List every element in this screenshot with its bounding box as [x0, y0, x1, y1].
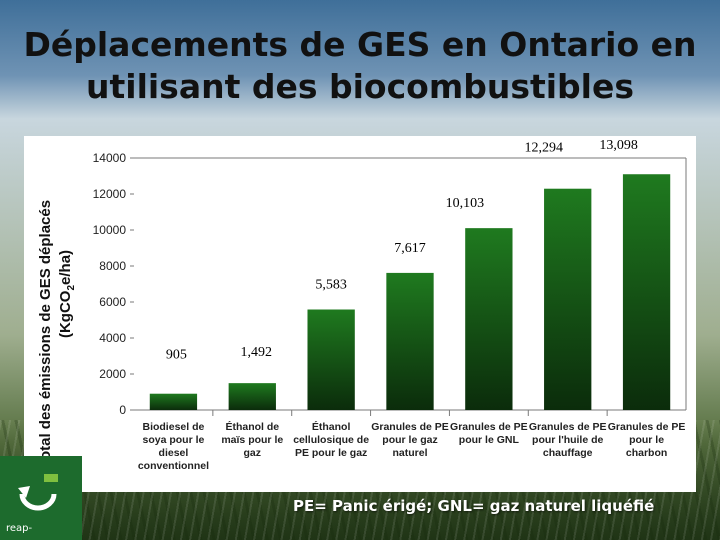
- category-label: Granules de PE pour l'huile de chauffage: [529, 421, 607, 459]
- category-label: Éthanol de maïs pour le gaz: [221, 420, 283, 459]
- data-label: 7,617: [394, 241, 426, 256]
- reap-logo: reap-: [0, 456, 82, 540]
- y-axis-label-line-1: Total des émissions de GES déplacés: [37, 200, 54, 468]
- data-label: 905: [166, 348, 187, 363]
- data-label-box: [159, 343, 194, 364]
- slide-title: Déplacements de GES en Ontario en utilis…: [20, 24, 700, 108]
- bar-chart: 0 2000 4000 6000 8000 10000 12000 14000 Total d…: [37, 136, 687, 472]
- y-tick-label: 6000: [99, 295, 126, 309]
- data-label-box: [306, 273, 357, 294]
- category-label: Granules de PE pour le GNL: [450, 421, 528, 446]
- bar: [465, 228, 513, 410]
- y-tick-label: 8000: [99, 259, 126, 273]
- category-label: Granules de PE pour le charbon: [608, 421, 686, 459]
- category-label: Éthanol cellulosique de PE pour le gaz: [293, 420, 369, 459]
- chart-labels: Total des émissions de GES déplacés (KgCO…: [37, 136, 685, 472]
- data-label: 10,103: [446, 196, 485, 211]
- y-tick-label: 2000: [99, 367, 126, 381]
- chart-panel: 0 2000 4000 6000 8000 10000 12000 14000 Total d…: [24, 136, 696, 492]
- data-label-box: [385, 236, 435, 257]
- bar: [622, 174, 671, 410]
- bar: [149, 393, 198, 410]
- recycle-arrow-icon: [18, 474, 58, 511]
- data-label: 1,492: [241, 345, 273, 360]
- y-axis-label-line-2: (KgCO2e/ha): [57, 250, 77, 338]
- data-label: 13,098: [599, 138, 638, 153]
- y-tick-label: 12000: [93, 187, 127, 201]
- data-label: 12,294: [524, 141, 563, 156]
- y-tick-label: 14000: [93, 151, 127, 165]
- chart-bars: [149, 174, 671, 410]
- y-tick-label: 4000: [99, 331, 126, 345]
- data-label-box: [589, 136, 648, 155]
- logo-text: reap-: [6, 523, 33, 534]
- footnote: PE= Panic érigé; GNL= gaz naturel liquéf…: [293, 497, 655, 515]
- title-line-2: utilisant des biocombustibles: [85, 67, 635, 106]
- category-label: Granules de PE pour le gaz naturel: [371, 421, 449, 459]
- y-tick-label: 10000: [93, 223, 127, 237]
- bar: [307, 309, 355, 410]
- data-label-box: [231, 341, 282, 362]
- title-line-1: Déplacements de GES en Ontario en: [23, 25, 697, 64]
- bar: [228, 383, 276, 410]
- category-label: Biodiesel de soya pour le diesel convention…: [138, 421, 209, 472]
- data-label: 5,583: [315, 278, 347, 293]
- data-label-box: [514, 136, 573, 157]
- bar: [544, 188, 592, 410]
- data-label-box: [435, 192, 494, 213]
- bar: [386, 272, 434, 410]
- y-tick-label: 0: [119, 403, 126, 417]
